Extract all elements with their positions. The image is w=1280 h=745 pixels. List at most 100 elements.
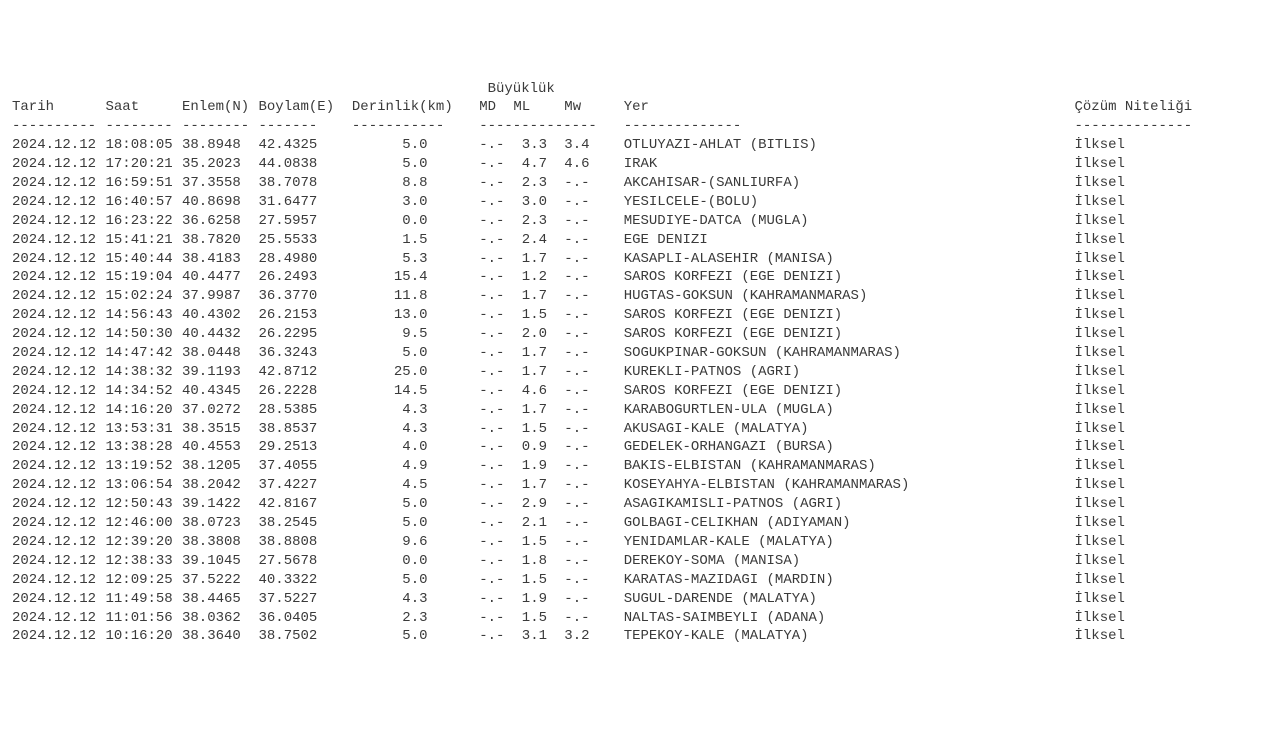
cell-cozum: İlksel	[1075, 514, 1194, 533]
cell-tarih: 2024.12.12	[12, 533, 106, 552]
cell-md: -.-	[454, 212, 505, 231]
cell-yer: BAKIS-ELBISTAN (KAHRAMANMARAS)	[599, 457, 1075, 476]
cell-boylam: 38.7502	[259, 627, 344, 646]
cell-saat: 11:49:58	[106, 590, 183, 609]
cell-mw: -.-	[548, 382, 599, 401]
cell-enlem: 37.3558	[182, 174, 259, 193]
cell-mw: -.-	[548, 533, 599, 552]
cell-enlem: 38.4465	[182, 590, 259, 609]
cell-derinlik: 11.8	[344, 287, 455, 306]
cell-derinlik: 25.0	[344, 363, 455, 382]
cell-ml: 1.2	[505, 268, 548, 287]
table-row: 2024.12.12 16:59:51 37.3558 38.7078 8.8 …	[12, 174, 1268, 193]
col-header-enlem: Enlem(N)	[182, 98, 259, 117]
cell-saat: 13:53:31	[106, 420, 183, 439]
cell-boylam: 40.3322	[259, 571, 344, 590]
cell-saat: 14:38:32	[106, 363, 183, 382]
cell-tarih: 2024.12.12	[12, 438, 106, 457]
cell-ml: 1.5	[505, 533, 548, 552]
cell-saat: 14:34:52	[106, 382, 183, 401]
cell-boylam: 37.4227	[259, 476, 344, 495]
cell-cozum: İlksel	[1075, 325, 1194, 344]
cell-enlem: 35.2023	[182, 155, 259, 174]
cell-boylam: 26.2228	[259, 382, 344, 401]
cell-ml: 0.9	[505, 438, 548, 457]
cell-enlem: 38.3808	[182, 533, 259, 552]
cell-md: -.-	[454, 344, 505, 363]
cell-derinlik: 5.0	[344, 136, 455, 155]
cell-mw: 3.2	[548, 627, 599, 646]
cell-tarih: 2024.12.12	[12, 571, 106, 590]
cell-yer: MESUDIYE-DATCA (MUGLA)	[599, 212, 1075, 231]
magnitude-group-label-row: Büyüklük	[12, 80, 1268, 99]
table-row: 2024.12.12 13:38:28 40.4553 29.2513 4.0 …	[12, 438, 1268, 457]
table-row: 2024.12.12 16:23:22 36.6258 27.5957 0.0 …	[12, 212, 1268, 231]
cell-ml: 1.7	[505, 401, 548, 420]
cell-enlem: 38.3515	[182, 420, 259, 439]
col-header-tarih: Tarih	[12, 98, 106, 117]
table-row: 2024.12.12 12:46:00 38.0723 38.2545 5.0 …	[12, 514, 1268, 533]
cell-boylam: 27.5678	[259, 552, 344, 571]
cell-yer: ASAGIKAMISLI-PATNOS (AGRI)	[599, 495, 1075, 514]
cell-cozum: İlksel	[1075, 401, 1194, 420]
table-row: 2024.12.12 12:39:20 38.3808 38.8808 9.6 …	[12, 533, 1268, 552]
cell-derinlik: 1.5	[344, 231, 455, 250]
cell-cozum: İlksel	[1075, 287, 1194, 306]
cell-cozum: İlksel	[1075, 552, 1194, 571]
divider-cozum: --------------	[1075, 117, 1194, 136]
cell-cozum: İlksel	[1075, 212, 1194, 231]
table-row: 2024.12.12 15:41:21 38.7820 25.5533 1.5 …	[12, 231, 1268, 250]
cell-tarih: 2024.12.12	[12, 136, 106, 155]
divider-derinlik: -----------	[344, 117, 455, 136]
cell-cozum: İlksel	[1075, 136, 1194, 155]
col-header-derinlik: Derinlik(km)	[344, 98, 455, 117]
cell-mw: 4.6	[548, 155, 599, 174]
cell-derinlik: 4.3	[344, 590, 455, 609]
cell-boylam: 28.4980	[259, 250, 344, 269]
table-row: 2024.12.12 12:50:43 39.1422 42.8167 5.0 …	[12, 495, 1268, 514]
cell-saat: 17:20:21	[106, 155, 183, 174]
cell-derinlik: 8.8	[344, 174, 455, 193]
table-row: 2024.12.12 16:40:57 40.8698 31.6477 3.0 …	[12, 193, 1268, 212]
cell-yer: SUGUL-DARENDE (MALATYA)	[599, 590, 1075, 609]
cell-boylam: 31.6477	[259, 193, 344, 212]
cell-mw: -.-	[548, 476, 599, 495]
cell-ml: 1.7	[505, 287, 548, 306]
divider-saat: --------	[106, 117, 183, 136]
cell-ml: 2.1	[505, 514, 548, 533]
divider-yer: --------------	[599, 117, 1075, 136]
cell-mw: -.-	[548, 212, 599, 231]
cell-md: -.-	[454, 155, 505, 174]
cell-yer: AKCAHISAR-(SANLIURFA)	[599, 174, 1075, 193]
cell-derinlik: 13.0	[344, 306, 455, 325]
cell-saat: 13:38:28	[106, 438, 183, 457]
cell-enlem: 40.4302	[182, 306, 259, 325]
cell-enlem: 38.2042	[182, 476, 259, 495]
cell-tarih: 2024.12.12	[12, 250, 106, 269]
cell-yer: KASAPLI-ALASEHIR (MANISA)	[599, 250, 1075, 269]
cell-cozum: İlksel	[1075, 306, 1194, 325]
cell-saat: 12:38:33	[106, 552, 183, 571]
cell-yer: HUGTAS-GOKSUN (KAHRAMANMARAS)	[599, 287, 1075, 306]
cell-md: -.-	[454, 514, 505, 533]
cell-mw: -.-	[548, 363, 599, 382]
cell-mw: -.-	[548, 420, 599, 439]
cell-derinlik: 5.3	[344, 250, 455, 269]
cell-mw: -.-	[548, 325, 599, 344]
table-row: 2024.12.12 11:49:58 38.4465 37.5227 4.3 …	[12, 590, 1268, 609]
cell-derinlik: 2.3	[344, 609, 455, 628]
col-header-md: MD	[454, 98, 505, 117]
cell-derinlik: 4.5	[344, 476, 455, 495]
cell-cozum: İlksel	[1075, 268, 1194, 287]
cell-boylam: 37.4055	[259, 457, 344, 476]
table-row: 2024.12.12 11:01:56 38.0362 36.0405 2.3 …	[12, 609, 1268, 628]
cell-tarih: 2024.12.12	[12, 325, 106, 344]
table-row: 2024.12.12 18:08:05 38.8948 42.4325 5.0 …	[12, 136, 1268, 155]
cell-mw: -.-	[548, 287, 599, 306]
cell-md: -.-	[454, 363, 505, 382]
cell-derinlik: 0.0	[344, 212, 455, 231]
cell-cozum: İlksel	[1075, 495, 1194, 514]
table-row: 2024.12.12 13:53:31 38.3515 38.8537 4.3 …	[12, 420, 1268, 439]
cell-md: -.-	[454, 552, 505, 571]
cell-cozum: İlksel	[1075, 363, 1194, 382]
